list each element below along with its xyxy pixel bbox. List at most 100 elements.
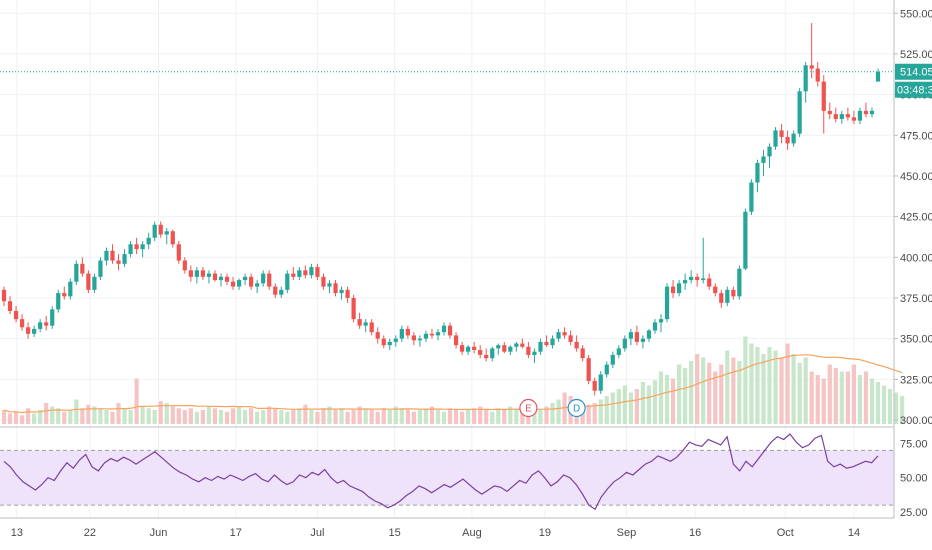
- dividend-marker-letter: D: [573, 404, 580, 415]
- volume-bar: [863, 371, 869, 424]
- candle-body: [851, 117, 856, 121]
- candle-body: [839, 114, 844, 120]
- candle-body: [459, 345, 465, 352]
- volume-bar: [140, 406, 145, 424]
- volume-bar: [447, 408, 453, 424]
- candle-body: [713, 286, 718, 294]
- rsi-line: [3, 433, 879, 511]
- volume-bar: [628, 392, 633, 424]
- candle-body: [592, 380, 597, 391]
- volume-bar: [857, 375, 863, 424]
- candle-body: [86, 273, 91, 290]
- candle-body: [387, 341, 392, 346]
- price-tick-label: 400.00: [900, 252, 932, 264]
- candle-body: [803, 65, 808, 92]
- candle-body: [7, 301, 13, 311]
- candle-body: [502, 345, 507, 352]
- volume-bar: [472, 408, 477, 424]
- price-tick-label: 450.00: [900, 171, 932, 183]
- candle-body: [749, 182, 754, 212]
- volume-bar: [411, 411, 416, 424]
- candle-body: [875, 71, 881, 82]
- volume-bar: [809, 371, 814, 424]
- candle-body: [261, 273, 266, 284]
- candle-body: [683, 280, 688, 284]
- candle-body: [526, 346, 531, 355]
- volume-bar: [520, 410, 525, 424]
- volume-bar: [441, 411, 447, 424]
- candle-body: [478, 350, 483, 355]
- time-tick-label: 14: [848, 527, 860, 539]
- candle-body: [707, 278, 712, 287]
- volume-bar: [646, 385, 652, 424]
- candle-body: [13, 310, 19, 320]
- candle-body: [68, 281, 73, 297]
- volume-bar: [387, 410, 392, 424]
- price-tick-label: 425.00: [900, 212, 932, 224]
- candle-body: [447, 325, 453, 336]
- volume-bar: [755, 347, 760, 424]
- time-tick-label: Aug: [462, 527, 482, 539]
- volume-bar: [104, 410, 109, 424]
- candle-body: [110, 250, 115, 261]
- candle-body: [532, 351, 537, 355]
- volume-bar: [761, 354, 766, 424]
- candle-body: [279, 289, 284, 295]
- candle-body: [146, 237, 151, 245]
- volume-bar: [532, 408, 537, 424]
- candle-body: [170, 231, 175, 245]
- volume-bar: [496, 408, 501, 424]
- volume-bar: [110, 411, 115, 424]
- candle-body: [435, 332, 441, 336]
- volume-ma-line: [3, 354, 903, 414]
- price-tick-label: 475.00: [900, 130, 932, 142]
- candle-body: [791, 133, 796, 144]
- candle-body: [339, 289, 344, 294]
- candle-body: [538, 341, 543, 352]
- dividend-marker-icon: [567, 398, 586, 418]
- volume-bar: [550, 403, 555, 424]
- volume-bar: [544, 406, 549, 424]
- volume-bar: [773, 350, 778, 424]
- volume-bar: [321, 408, 326, 424]
- volume-bar: [152, 410, 157, 424]
- volume-bar: [62, 411, 67, 424]
- volume-bar: [478, 406, 483, 424]
- volume-bar: [803, 357, 808, 424]
- volume-bar: [19, 415, 25, 424]
- volume-bar: [399, 408, 404, 424]
- candle-body: [375, 332, 380, 339]
- volume-bar: [242, 410, 248, 424]
- volume-bar: [74, 399, 79, 424]
- volume-bar: [658, 371, 664, 424]
- candle-body: [1, 289, 7, 302]
- volume-bar: [200, 410, 206, 424]
- candle-body: [128, 244, 133, 255]
- volume-bar: [833, 368, 838, 424]
- volume-bar: [640, 382, 646, 424]
- candle-body: [514, 343, 519, 347]
- rsi-tick-label: 25.00: [900, 507, 928, 519]
- volume-bar: [851, 364, 856, 424]
- candle-body: [297, 270, 302, 277]
- candle-body: [80, 263, 85, 274]
- volume-bar: [664, 375, 670, 424]
- volume-bar: [845, 371, 850, 424]
- volume-bar: [230, 408, 236, 424]
- candle-body: [363, 322, 368, 326]
- volume-bar: [634, 389, 640, 424]
- volume-bar: [267, 406, 272, 424]
- current-price-label: 514.05 03:48:38: [895, 63, 932, 98]
- volume-bar: [170, 406, 175, 424]
- candle-body: [176, 244, 181, 261]
- candle-body: [194, 270, 199, 277]
- volume-bar: [381, 408, 386, 424]
- volume-bar: [32, 413, 37, 424]
- candle-body: [490, 348, 495, 359]
- volume-bar: [459, 411, 465, 424]
- volume-bar: [68, 410, 73, 424]
- volume-bar: [206, 406, 212, 424]
- volume-bar: [586, 404, 591, 424]
- candle-body: [628, 332, 633, 339]
